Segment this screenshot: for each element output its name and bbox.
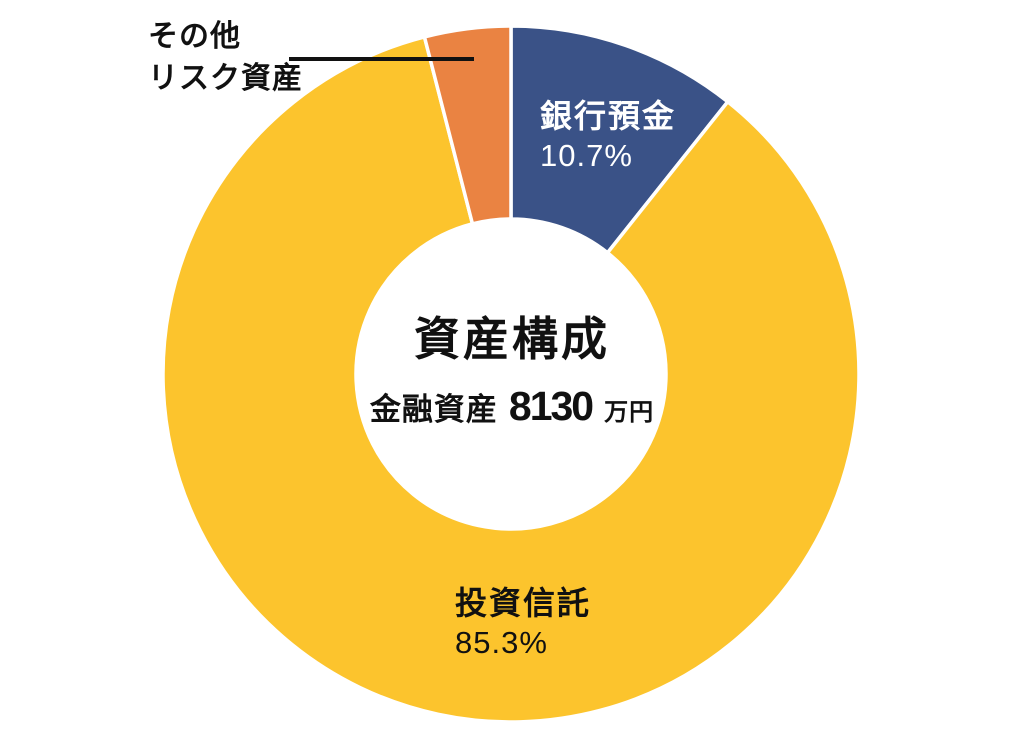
subtitle-value: 8130 [508, 383, 594, 429]
label-other-risk-assets-line1: その他 [148, 20, 241, 53]
donut-slice-other-risk-assets [422, 24, 513, 226]
donut-slices-group [161, 24, 861, 724]
label-bank-deposit-pct: 10.7% [540, 138, 633, 173]
label-bank-deposit: 銀行預金 10.7% [540, 96, 676, 176]
chart-subtitle: 金融資産 8130 万円 [262, 383, 762, 430]
label-bank-deposit-name: 銀行預金 [540, 98, 677, 134]
chart-title: 資産構成 [414, 313, 610, 365]
label-investment-trust-name: 投資信託 [455, 585, 592, 621]
label-investment-trust: 投資信託 85.3% [455, 583, 591, 663]
label-other-risk-assets-line2: リスク資産 [148, 62, 303, 95]
subtitle-prefix: 金融資産 [369, 392, 498, 427]
donut-slice-investment-trust [161, 35, 861, 724]
label-investment-trust-pct: 85.3% [455, 625, 548, 660]
donut-slice-bank-deposit [509, 24, 730, 255]
label-other-risk-assets: その他 リスク資産 [148, 16, 303, 100]
subtitle-unit: 万円 [604, 399, 655, 426]
